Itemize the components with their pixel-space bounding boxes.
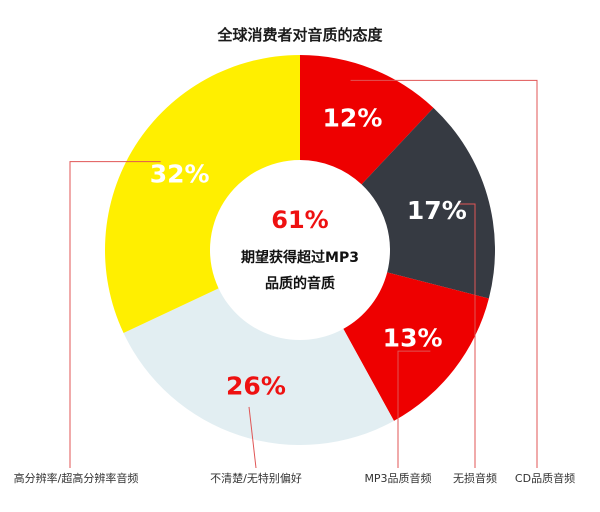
slice-0 [300,55,434,185]
slice-2-category-label: MP3品质音频 [364,471,431,485]
slice-value-labels: 12% 17% 13% 26% 32% [150,104,467,401]
center-value: 61% [271,206,328,234]
slice-4-value-label: 32% [150,160,210,189]
slice-4-category-label: 高分辨率/超高分辨率音频 [14,471,139,485]
chart-title: 全球消费者对音质的态度 [217,26,383,44]
slice-3 [123,288,394,445]
slice-2 [343,272,489,421]
center-line-1: 期望获得超过MP3 [241,249,359,266]
slice-0-category-label: CD品质音频 [515,471,575,485]
donut-center: 61% 期望获得超过MP3 品质的音质 [241,206,359,292]
slice-1-leader-line [458,203,476,468]
slice-4-leader-line [69,161,161,468]
slice-1 [361,107,495,299]
slice-3-value-label: 26% [226,372,286,401]
slice-3-leader-line [248,406,257,469]
slice-0-leader-line [350,79,538,468]
donut-slices [104,55,495,445]
slice-0-value-label: 12% [323,104,383,133]
leader-lines [69,79,538,469]
category-labels: CD品质音频 无损音频 MP3品质音频 不清楚/无特别偏好 高分辨率/超高分辨率音频 [14,471,575,485]
slice-1-category-label: 无损音频 [453,471,497,485]
slice-3-category-label: 不清楚/无特别偏好 [210,471,302,485]
slice-1-value-label: 17% [407,196,467,225]
center-line-2: 品质的音质 [265,275,335,292]
slice-2-leader-line [397,350,431,468]
slice-4 [104,55,301,334]
slice-2-value-label: 13% [383,323,443,352]
